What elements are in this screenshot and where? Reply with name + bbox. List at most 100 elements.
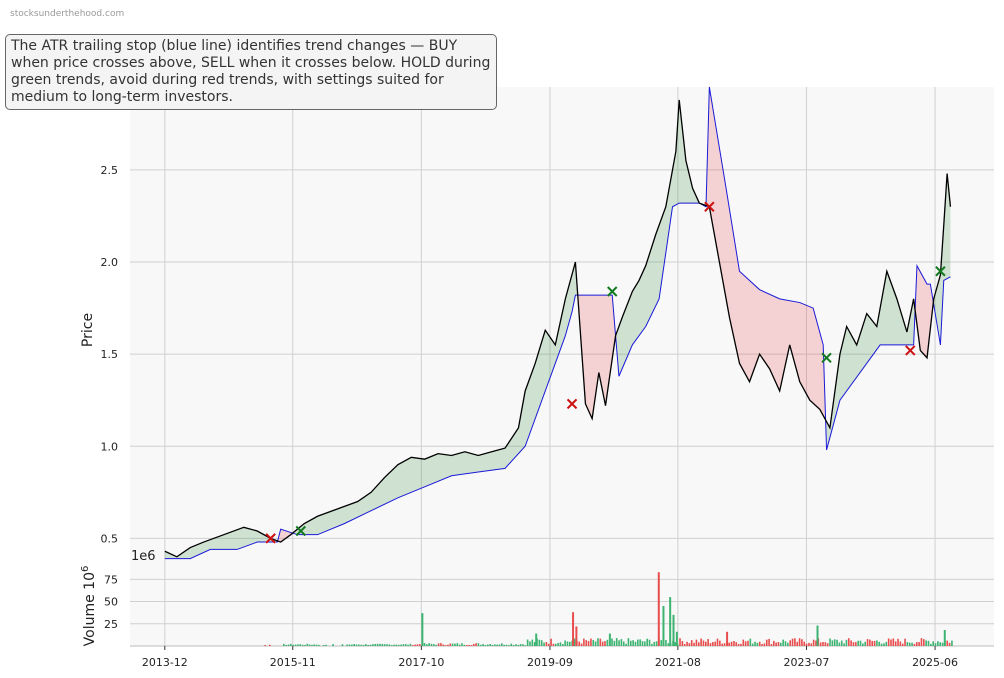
volume-bar — [585, 640, 588, 646]
volume-bar — [435, 644, 438, 646]
volume-bar — [749, 638, 752, 646]
volume-tick-label: 50 — [104, 596, 118, 609]
watermark: stocksunderthehood.com — [10, 9, 125, 19]
bear-trend-fill — [915, 267, 934, 358]
volume-bar — [695, 639, 698, 646]
x-tick-label: 2017-10 — [398, 656, 444, 669]
volume-bar — [880, 643, 883, 646]
buy-signal-marker-stroke-b — [295, 525, 306, 537]
volume-bar — [892, 638, 895, 646]
volume-bar — [404, 644, 407, 646]
volume-bar — [702, 640, 705, 646]
volume-bar — [822, 642, 824, 646]
volume-bar — [681, 641, 684, 646]
volume-bar — [939, 642, 942, 646]
volume-bar — [700, 638, 702, 646]
volume-bar — [629, 640, 632, 646]
volume-spike-bar — [669, 597, 672, 646]
volume-bar — [758, 641, 761, 646]
volume-bar — [515, 644, 517, 646]
volume-bar — [871, 640, 874, 646]
volume-bar — [489, 644, 491, 646]
volume-bar — [479, 644, 482, 646]
volume-bar — [543, 642, 545, 646]
volume-bar — [388, 644, 391, 646]
volume-axis-label: Volume 106 — [80, 566, 98, 647]
volume-tick-label: 25 — [104, 618, 118, 631]
volume-bar — [824, 642, 827, 646]
volume-bar — [475, 643, 477, 646]
volume-spike-bar — [608, 633, 611, 646]
volume-bar — [690, 640, 693, 646]
volume-bar — [622, 641, 625, 646]
volume-bar — [566, 641, 569, 646]
volume-bar — [913, 643, 916, 646]
volume-bar — [433, 644, 435, 646]
volume-bar — [946, 640, 949, 646]
volume-bar — [468, 644, 470, 646]
volume-bar — [742, 639, 745, 646]
volume-bar — [878, 641, 881, 646]
volume-bar — [294, 644, 297, 646]
volume-bar — [268, 644, 271, 646]
volume-bar — [850, 640, 852, 646]
volume-bar — [592, 640, 595, 646]
volume-bar — [369, 644, 372, 646]
price-panel-background — [130, 87, 994, 566]
volume-bar — [641, 641, 644, 646]
y-tick-label: 2.0 — [101, 256, 119, 269]
volume-bar — [430, 643, 433, 646]
sell-signal-marker-stroke-b — [265, 533, 276, 544]
volume-offset-text: 1e6 — [131, 549, 156, 564]
volume-bar — [517, 644, 520, 646]
bear-trend-fill — [578, 295, 617, 418]
volume-bar — [545, 641, 548, 646]
volume-bar — [869, 639, 871, 646]
volume-spike-bar — [421, 613, 424, 646]
volume-bar — [264, 645, 266, 646]
volume-bar — [780, 642, 782, 646]
volume-bar — [494, 644, 496, 646]
volume-bar — [287, 644, 290, 646]
buy-signal-marker-stroke-b — [935, 266, 946, 277]
volume-bar — [862, 643, 864, 646]
volume-spike-bar — [726, 631, 729, 646]
volume-bar — [648, 639, 651, 646]
sell-signal-marker — [704, 201, 715, 212]
x-tick-label: 2013-12 — [142, 656, 188, 669]
volume-bar — [503, 644, 505, 646]
volume-bar — [683, 644, 686, 646]
volume-bar — [899, 641, 902, 646]
volume-bar — [395, 644, 398, 646]
volume-bar — [927, 640, 930, 646]
volume-bar — [569, 641, 571, 646]
volume-bar — [915, 642, 918, 646]
volume-bar — [613, 640, 616, 646]
volume-bar — [554, 643, 557, 646]
volume-bar — [873, 640, 876, 646]
x-tick-label: 2021-08 — [655, 656, 701, 669]
volume-bar — [524, 645, 527, 646]
volume-bar — [751, 643, 754, 646]
volume-bar — [355, 644, 358, 646]
volume-bar — [557, 643, 559, 646]
volume-bar — [290, 643, 292, 646]
volume-bar — [486, 644, 489, 646]
volume-bar — [632, 640, 634, 646]
volume-bar — [590, 638, 592, 646]
volume-bar — [533, 642, 536, 646]
volume-bar — [930, 643, 932, 646]
volume-bar — [735, 642, 738, 646]
volume-bar — [747, 640, 749, 646]
volume-bar — [754, 641, 756, 646]
volume-bar — [941, 642, 944, 646]
volume-bar — [934, 643, 937, 646]
volume-bar — [318, 644, 320, 646]
volume-bar — [482, 644, 484, 646]
volume-bar — [297, 644, 299, 646]
volume-bar — [409, 643, 412, 646]
volume-bar — [484, 644, 487, 646]
volume-bar — [341, 644, 344, 646]
volume-bar — [587, 641, 590, 646]
